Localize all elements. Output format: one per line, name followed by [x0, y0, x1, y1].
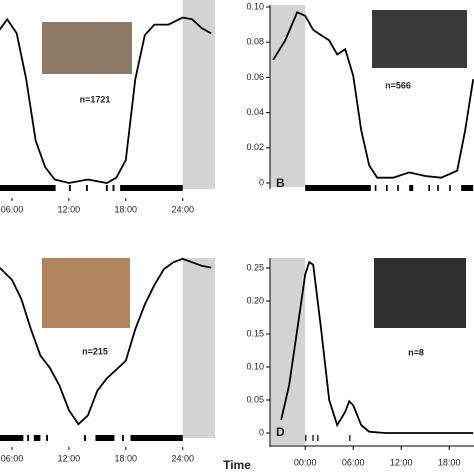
rug-segment	[305, 185, 371, 191]
y-tick-label: 0.20	[246, 295, 264, 305]
rug-segment	[112, 185, 115, 191]
panel-label: D	[276, 425, 285, 439]
rug-segment	[0, 185, 56, 191]
rug-segment	[397, 185, 399, 191]
rug-segment	[374, 185, 377, 191]
x-tick-label: 12:00	[58, 453, 81, 463]
x-tick-label: 06:00	[342, 457, 365, 467]
shaded-period	[182, 0, 215, 189]
x-tick-label: 24:00	[171, 453, 194, 463]
x-tick-label: 18:00	[115, 204, 138, 214]
rug-segment	[122, 435, 124, 441]
y-tick-label: 0	[259, 177, 264, 187]
shaded-period	[270, 258, 306, 445]
rug-segment	[349, 435, 351, 441]
rug-segment	[0, 435, 24, 441]
density-line	[0, 257, 212, 426]
rug-segment	[27, 435, 30, 441]
y-tick-label: 0.02	[246, 142, 264, 152]
sample-size: n=215	[82, 346, 108, 356]
y-tick-label: 0.06	[246, 72, 264, 82]
rug-segment	[84, 435, 86, 441]
y-tick-label: 0.10	[246, 1, 264, 11]
x-axis-label: Time	[223, 458, 251, 472]
x-tick-label: 12:00	[390, 457, 413, 467]
y-tick-label: 0	[259, 427, 264, 437]
rug-segment	[461, 185, 474, 191]
sample-size: n=1721	[80, 94, 111, 104]
rug-segment	[449, 185, 451, 191]
panel-label: B	[276, 176, 285, 190]
density-line	[272, 11, 474, 179]
photo	[372, 10, 467, 68]
x-tick-label: 18:00	[438, 457, 461, 467]
photo	[374, 258, 466, 328]
rug-segment	[317, 435, 319, 441]
x-tick-label: 06:00	[1, 453, 24, 463]
rug-segment	[33, 435, 41, 441]
y-tick-label: 0.15	[246, 328, 264, 338]
x-tick-label: 00:00	[294, 457, 317, 467]
rug-segment	[386, 185, 388, 191]
photo	[42, 258, 130, 328]
rug-segment	[105, 185, 108, 191]
rug-segment	[437, 185, 439, 191]
y-tick-label: 0.10	[246, 361, 264, 371]
x-tick-label: 12:00	[58, 204, 81, 214]
sample-size: n=566	[385, 80, 411, 90]
photo	[42, 22, 132, 74]
y-tick-label: 0.05	[246, 394, 264, 404]
rug-segment	[409, 185, 414, 191]
rug-segment	[68, 185, 71, 191]
rug-segment	[428, 185, 430, 191]
density-line	[0, 16, 212, 184]
rug-segment	[95, 435, 115, 441]
rug-segment	[305, 435, 307, 441]
y-tick-label: 0.04	[246, 107, 264, 117]
x-tick-label: 24:00	[171, 204, 194, 214]
shaded-period	[182, 258, 215, 438]
y-tick-label: 0.08	[246, 37, 264, 47]
rug-segment	[46, 435, 49, 441]
x-tick-label: 18:00	[115, 453, 138, 463]
sample-size: n=8	[408, 347, 424, 357]
shaded-period	[270, 5, 306, 187]
y-tick-label: 0.25	[246, 262, 264, 272]
x-tick-label: 06:00	[1, 204, 24, 214]
rug-segment	[120, 185, 183, 191]
rug-segment	[85, 185, 88, 191]
rug-segment	[312, 435, 314, 441]
rug-segment	[130, 435, 183, 441]
density-line	[280, 260, 474, 434]
